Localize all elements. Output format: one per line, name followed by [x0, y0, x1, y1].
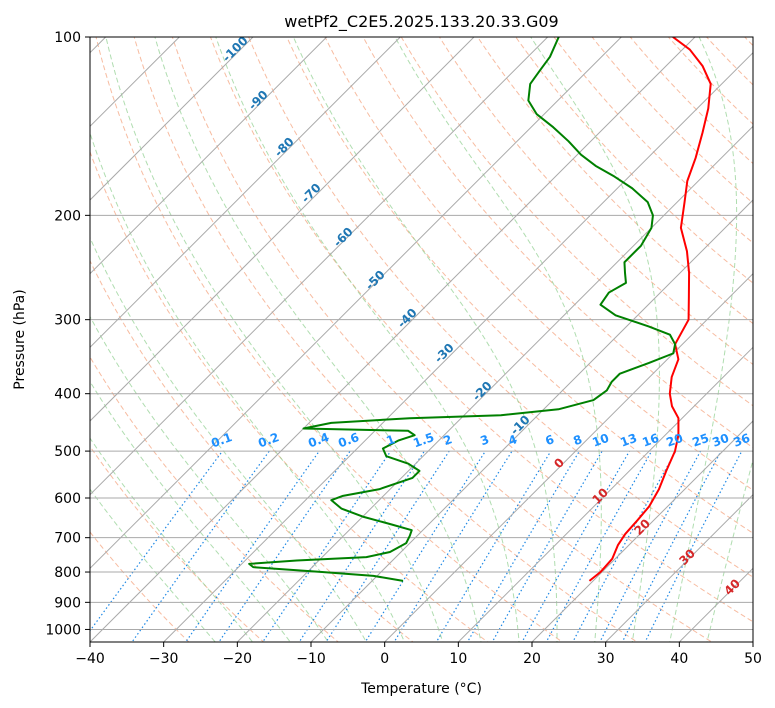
mixing-ratio-line	[491, 450, 603, 642]
dry-adiabat-line	[209, 37, 753, 623]
isotherm-line	[310, 199, 753, 642]
mixing-ratio-label: 0.1	[209, 430, 234, 450]
dry-adiabat-line	[90, 259, 414, 642]
dry-adiabat-line	[248, 37, 753, 578]
series-layer	[248, 37, 712, 582]
mixing-ratio-line	[185, 450, 320, 642]
mixing-ratio-label: 13	[618, 431, 638, 450]
mixing-ratio-label: 0.4	[306, 430, 331, 450]
x-tick-label: 20	[523, 651, 541, 667]
plot-area	[90, 37, 753, 642]
x-axis-title: Temperature (°C)	[360, 681, 482, 697]
mixing-ratio-line	[545, 450, 653, 642]
x-tick-label: 0	[380, 651, 389, 667]
mixing-ratio-line	[298, 450, 425, 642]
isotherm-line	[90, 37, 475, 422]
y-tick-label: 500	[54, 444, 81, 460]
x-tick-label: 10	[449, 651, 467, 667]
moist-adiabat-line	[530, 37, 660, 642]
mixing-ratio-label: 25	[690, 431, 710, 450]
mixing-ratio-line	[131, 450, 270, 642]
mixing-ratio-label: 0.2	[256, 430, 281, 450]
dry-adiabat-line	[477, 37, 753, 325]
y-tick-label: 200	[54, 208, 81, 224]
y-tick-label: 900	[54, 595, 81, 611]
dry-adiabat-line	[90, 150, 489, 642]
dry-adiabat-line	[90, 531, 190, 642]
dry-adiabat-line	[90, 445, 265, 642]
isotherm-line	[90, 37, 401, 349]
mixing-ratio-label: 1.5	[411, 430, 436, 450]
x-axis: −40 −30 −20 −10 0 10 20 30 40 50	[75, 642, 762, 667]
isotherm-line	[90, 37, 328, 275]
isotherm-line	[384, 272, 753, 642]
plot-frame	[89, 36, 754, 643]
mixing-ratio-label: 16	[640, 431, 660, 450]
moist-adiabat-line	[90, 315, 329, 642]
x-tick-label: 40	[670, 651, 688, 667]
mixing-ratio-label: 36	[731, 431, 751, 450]
dry-adiabat-line	[95, 37, 564, 642]
moist-adiabat-line	[215, 37, 520, 642]
x-tick-label: 30	[597, 651, 615, 667]
y-tick-label: 300	[54, 313, 81, 329]
background-lines	[90, 37, 753, 642]
temperature-line	[588, 37, 712, 582]
mixing-ratio-label: 0.6	[336, 430, 361, 450]
mixing-ratio-label: 20	[664, 431, 684, 450]
isotherm-line	[90, 37, 696, 642]
dry-adiabat-line	[553, 37, 753, 244]
dry-adiabat-line	[171, 37, 713, 642]
x-tick-label: −40	[75, 651, 105, 667]
dewpoint-line	[248, 37, 677, 582]
moist-adiabat-line	[669, 37, 738, 642]
y-tick-label: 600	[54, 491, 81, 507]
moist-adiabat-line	[154, 37, 482, 642]
x-tick-label: −10	[296, 651, 326, 667]
y-tick-label: 700	[54, 531, 81, 547]
grid-lines	[90, 37, 753, 642]
x-tick-label: −20	[223, 651, 253, 667]
mixing-ratio-line	[435, 450, 552, 642]
x-tick-label: 50	[744, 651, 762, 667]
isotherm-line	[605, 493, 753, 642]
dry-adiabat-line	[286, 37, 753, 534]
dry-adiabat-line	[133, 37, 638, 642]
y-tick-label: 400	[54, 387, 81, 403]
dry-adiabat-line	[591, 37, 753, 204]
y-tick-label: 1000	[45, 622, 81, 638]
mixing-ratio-line	[262, 450, 392, 642]
isotherm-line	[457, 346, 753, 642]
mixing-ratio-label: 30	[710, 431, 730, 450]
moist-adiabat-line	[90, 236, 367, 642]
chart-title: wetPf2_C2E5.2025.133.20.33.G09	[284, 12, 558, 32]
dry-adiabat-line	[362, 37, 753, 449]
y-axis: 100 200 300 400 500 600 700 800 900 1000	[45, 30, 90, 638]
x-tick-label: −30	[149, 651, 179, 667]
moist-adiabat-line	[105, 37, 444, 642]
mixing-ratio-line	[466, 450, 580, 642]
isotherm-line	[90, 37, 254, 201]
isotherm-line	[163, 51, 753, 642]
mixing-ratio-label: 10	[590, 431, 610, 450]
isotherm-line	[90, 37, 549, 496]
mixing-ratio-line	[218, 450, 351, 642]
y-tick-label: 800	[54, 565, 81, 581]
isotherm-line	[236, 125, 753, 642]
dry-adiabat-line	[667, 37, 753, 125]
y-axis-title: Pressure (hPa)	[12, 289, 28, 389]
y-tick-label: 100	[54, 30, 81, 46]
mixing-ratio-line	[644, 450, 743, 642]
isotherm-line	[531, 420, 753, 642]
isotherm-line	[90, 37, 622, 570]
